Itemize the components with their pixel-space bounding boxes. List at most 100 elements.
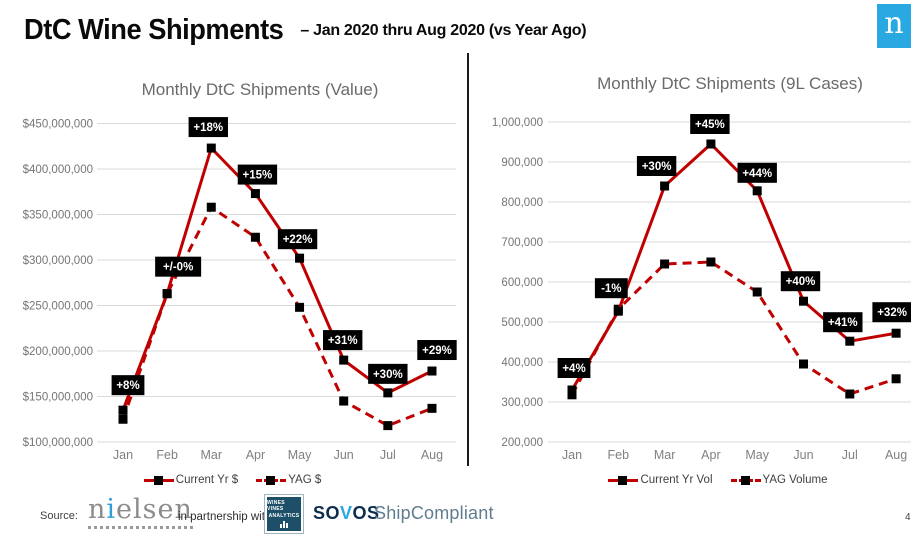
data-point-marker: [752, 287, 762, 297]
sovos-logo-text: SOVOS: [313, 503, 380, 523]
dashed-line-marker-icon: [730, 475, 761, 485]
data-point-marker: [891, 328, 901, 338]
y-tick-label: 900,000: [501, 157, 543, 169]
x-tick-label: Aug: [421, 448, 443, 462]
point-label: +15%: [243, 170, 273, 182]
legend-label: Current Yr Vol: [640, 474, 713, 486]
point-label: +40%: [786, 276, 816, 288]
data-point-marker: [162, 289, 172, 299]
y-tick-label: $200,000,000: [23, 346, 93, 358]
point-label: +4%: [562, 363, 585, 375]
point-label: +32%: [877, 307, 907, 319]
nielsen-logo-letter: n: [884, 6, 904, 41]
data-point-marker: [339, 355, 349, 365]
point-label-box: [636, 156, 677, 176]
solid-line-marker-icon: [143, 475, 174, 485]
y-tick-label: $450,000,000: [23, 119, 93, 131]
value-chart-plot: $450,000,000 $400,000,000 $350,000,000 $300…: [23, 117, 457, 462]
point-label-box: [594, 278, 628, 299]
point-label-box: [277, 229, 318, 250]
point-label: +18%: [193, 122, 223, 134]
cases-chart-legend: Current Yr Vol YAG Volume: [470, 474, 911, 486]
data-point-marker: [250, 189, 260, 199]
x-tick-label: Jul: [380, 448, 396, 462]
y-tick-label: $250,000,000: [23, 301, 93, 313]
cases-chart-title: Monthly DtC Shipments (9L Cases): [597, 74, 863, 93]
legend-item-current-yr-vol: Current Yr Vol: [608, 474, 713, 486]
solid-line-marker-icon: [608, 475, 639, 485]
y-tick-label: $300,000,000: [23, 255, 93, 267]
point-label: -1%: [601, 283, 621, 295]
point-label: +30%: [642, 161, 672, 173]
data-point-marker: [206, 202, 216, 212]
nielsen-logo-badge: n: [877, 4, 911, 48]
value-chart-title: Monthly DtC Shipments (Value): [141, 80, 379, 99]
series-line-dashed: [570, 260, 897, 396]
data-point-marker: [250, 232, 260, 242]
data-point-marker: [383, 421, 393, 431]
partnership-text: in partnership with: [178, 511, 272, 523]
y-tick-label: 300,000: [501, 397, 543, 409]
point-label-box: [111, 375, 145, 396]
y-tick-label: 700,000: [501, 237, 543, 249]
x-tick-label: Apr: [701, 448, 720, 462]
point-label-box: [155, 256, 202, 277]
point-label-box: [690, 114, 730, 134]
y-tick-label: $400,000,000: [23, 164, 93, 176]
charts-divider: [467, 53, 469, 466]
point-label: +29%: [422, 345, 452, 357]
point-label: +30%: [373, 369, 403, 381]
page-number: 4: [905, 512, 911, 523]
x-tick-label: Jun: [793, 448, 813, 462]
x-tick-label: Aug: [885, 448, 907, 462]
y-tick-label: 600,000: [501, 277, 543, 289]
shipcompliant-logo-text: ShipCompliant: [374, 503, 494, 523]
legend-label: Current Yr $: [175, 474, 239, 486]
data-point-marker: [660, 259, 670, 269]
data-point-marker: [118, 414, 128, 424]
data-point-marker: [706, 139, 716, 149]
y-tick-label: 1,000,000: [492, 117, 543, 129]
data-point-marker: [752, 186, 762, 196]
y-tick-label: 200,000: [501, 437, 543, 449]
data-point-marker: [295, 302, 305, 312]
legend-item-current-yr-dollars: Current Yr $: [143, 474, 239, 486]
x-tick-label: Mar: [654, 448, 676, 462]
data-point-marker: [660, 181, 670, 191]
page-subtitle: – Jan 2020 thru Aug 2020 (vs Year Ago): [300, 22, 587, 39]
point-label: +31%: [328, 335, 358, 347]
x-tick-label: Feb: [608, 448, 630, 462]
point-label: +45%: [695, 119, 725, 131]
point-label-box: [188, 117, 228, 138]
data-point-marker: [799, 359, 808, 369]
x-tick-label: May: [288, 448, 312, 462]
data-point-marker: [567, 390, 577, 400]
point-label-box: [737, 162, 777, 183]
y-tick-label: $100,000,000: [23, 437, 93, 449]
point-label: +/-0%: [163, 262, 193, 274]
point-label-box: [417, 340, 457, 361]
data-point-marker: [891, 374, 901, 384]
data-point-marker: [799, 296, 808, 306]
point-label-box: [823, 312, 863, 333]
x-tick-label: May: [745, 448, 769, 462]
y-tick-label: 500,000: [501, 317, 543, 329]
y-tick-label: $150,000,000: [23, 392, 93, 404]
y-tick-label: $350,000,000: [23, 210, 93, 222]
x-tick-label: Jan: [113, 448, 133, 462]
data-point-marker: [427, 366, 437, 376]
data-point-marker: [427, 403, 437, 413]
data-point-marker: [567, 385, 577, 395]
series-line-dashed: [121, 205, 433, 428]
legend-label: YAG Volume: [762, 474, 828, 486]
bar-chart-icon: [280, 521, 288, 529]
data-point-marker: [845, 336, 855, 346]
point-label: +44%: [742, 168, 772, 180]
data-point-marker: [706, 257, 716, 267]
data-point-marker: [845, 389, 855, 399]
cases-chart-plot: 1,000,000 900,000 800,000 700,000 600,000 500…: [492, 114, 911, 462]
y-tick-label: 800,000: [501, 197, 543, 209]
point-label: +8%: [116, 380, 139, 392]
x-tick-label: Apr: [246, 448, 265, 462]
